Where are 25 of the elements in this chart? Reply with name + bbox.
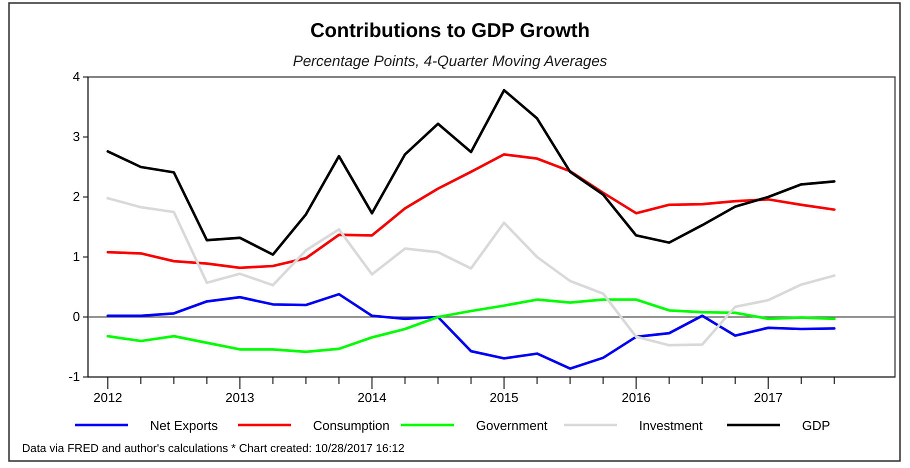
line-series xyxy=(106,153,836,270)
x-tick-label: 2016 xyxy=(622,390,651,406)
legend-label: Investment xyxy=(639,418,703,433)
chart-title: Contributions to GDP Growth xyxy=(310,20,590,42)
legend-label: GDP xyxy=(802,418,830,433)
line-series xyxy=(106,298,836,354)
y-tick-label: 1 xyxy=(72,249,80,264)
y-tick-label: 2 xyxy=(72,189,80,204)
line-series xyxy=(106,292,836,370)
chart-subtitle: Percentage Points, 4-Quarter Moving Averages xyxy=(292,53,608,70)
text: Data via FRED and author's calculations * Chart created: 10/28/2017 16:12 xyxy=(22,443,405,455)
line-series xyxy=(106,88,836,256)
x-tick-label: 2013 xyxy=(225,390,254,406)
legend-label: Net Exports xyxy=(150,418,218,433)
x-tick-label: 2015 xyxy=(490,390,519,406)
x-tick-label: 2014 xyxy=(358,390,386,406)
x-tick-label: 2012 xyxy=(93,390,122,406)
y-tick-label: 4 xyxy=(72,69,80,84)
line-series xyxy=(106,196,836,346)
y-tick-label: 3 xyxy=(72,129,80,144)
y-tick-label: 0 xyxy=(72,309,80,324)
x-tick-label: 2017 xyxy=(754,390,783,406)
legend-label: Consumption xyxy=(313,418,390,433)
y-tick-label: -1 xyxy=(68,369,80,384)
legend-label: Government xyxy=(476,418,548,433)
